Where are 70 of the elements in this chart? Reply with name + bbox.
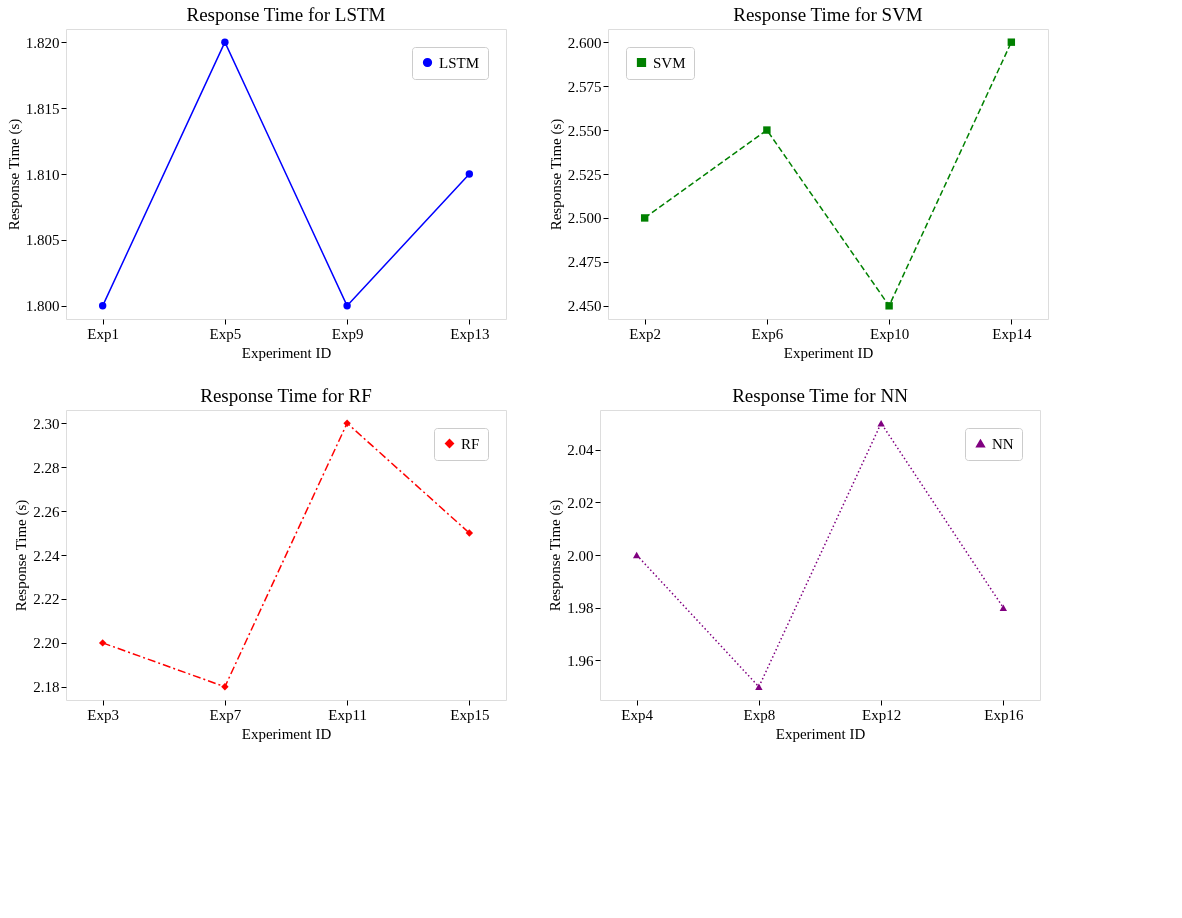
point [465,529,474,537]
y-tick-label: 1.805 [25,232,60,249]
y-tick-label: 1.815 [25,100,60,117]
x-axis-title: Experiment ID [775,725,866,742]
point [640,214,649,222]
y-tick-label: 2.04 [567,442,594,459]
point [999,604,1008,611]
y-tick-label: 2.30 [33,415,60,432]
y-tick-label: 2.450 [567,298,602,315]
x-tick-label: Exp5 [209,325,242,342]
y-axis-title: Response Time (s) [5,118,23,231]
x-tick-label: Exp15 [450,706,490,723]
legend-label: RF [461,435,480,452]
chart-title: Response Time for LSTM [186,4,386,25]
x-tick-label: Exp9 [331,325,364,342]
y-tick-label: 2.20 [33,635,60,652]
y-tick-label: 2.575 [567,78,602,95]
x-tick-label: Exp11 [328,706,367,723]
legend-label: NN [992,435,1014,452]
legend-label: LSTM [439,54,480,71]
x-tick-label: Exp6 [751,325,784,342]
x-tick-label: Exp2 [629,325,661,342]
point [343,302,351,310]
y-tick-label: 2.18 [33,679,60,696]
x-tick-label: Exp4 [621,706,654,723]
x-tick-label: Exp10 [870,325,910,342]
point [465,170,474,178]
point [221,38,229,46]
point [1007,38,1016,46]
y-tick-label: 1.96 [567,652,594,669]
x-tick-label: Exp12 [862,706,902,723]
chart-title: Response Time for NN [732,385,909,406]
point [98,639,107,647]
y-tick-label: 2.500 [567,210,602,227]
y-tick-label: 2.00 [567,547,594,564]
y-tick-label: 2.600 [567,34,602,51]
point [98,302,107,310]
point [755,683,763,691]
y-tick-label: 2.475 [567,254,602,271]
x-axis-title: Experiment ID [241,725,332,742]
x-tick-label: Exp1 [87,325,119,342]
y-tick-label: 2.24 [33,547,60,564]
x-tick-label: Exp3 [87,706,119,723]
x-tick-label: Exp13 [450,325,490,342]
legend-label: SVM [653,54,686,71]
x-axis-title: Experiment ID [783,344,874,361]
y-tick-label: 1.98 [567,600,594,617]
chart-title: Response Time for RF [200,385,372,406]
y-tick-label: 1.810 [25,166,60,183]
y-axis-title: Response Time (s) [547,118,565,231]
point [763,126,771,134]
y-axis-title: Response Time (s) [13,499,31,612]
point [885,302,893,310]
point [632,551,641,559]
x-tick-label: Exp7 [209,706,242,723]
y-tick-label: 2.02 [567,494,594,511]
point [221,683,229,691]
x-tick-label: Exp8 [743,706,776,723]
x-tick-label: Exp14 [992,325,1032,342]
y-tick-label: 2.550 [567,122,602,139]
y-tick-label: 1.820 [25,34,60,51]
y-tick-label: 1.800 [25,298,60,315]
y-tick-label: 2.26 [33,503,60,520]
y-tick-label: 2.22 [33,591,60,608]
chart-title: Response Time for SVM [733,4,923,25]
y-axis-title: Response Time (s) [547,499,565,612]
y-tick-label: 2.525 [567,166,602,183]
x-tick-label: Exp16 [984,706,1024,723]
x-axis-title: Experiment ID [241,344,332,361]
y-tick-label: 2.28 [33,459,60,476]
